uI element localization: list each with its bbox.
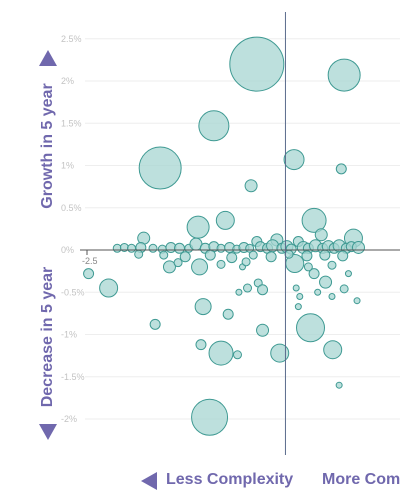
bubble-point xyxy=(353,297,361,305)
bubble-point xyxy=(134,249,144,259)
bubble-point xyxy=(327,260,337,270)
y-tick-label: 0% xyxy=(61,245,74,255)
y-tick-label: 2% xyxy=(61,76,74,86)
y-tick-label: -1.5% xyxy=(61,372,85,382)
bubble-point xyxy=(232,350,242,360)
bubble-point xyxy=(191,398,229,436)
bubble-point xyxy=(216,259,226,269)
x-tick-label: -2.5 xyxy=(82,256,98,266)
bubble-point xyxy=(351,240,365,254)
bubble-point xyxy=(243,283,253,293)
bubble-point xyxy=(328,292,336,300)
bubble-point xyxy=(204,249,216,261)
tick-labels: 2.5% 2% 1.5% 1% 0.5% 0% -0.5% -1% -1.5% -2% -2.5 xyxy=(61,34,98,424)
y-tick-label: 0.5% xyxy=(61,203,82,213)
y-tick-label: 1% xyxy=(61,161,74,171)
bubble-point xyxy=(270,343,290,363)
bubble-point xyxy=(248,250,258,260)
bubble-point xyxy=(162,260,176,274)
y-tick-label: -0.5% xyxy=(61,287,85,297)
arrow-down-icon xyxy=(39,424,57,440)
bubble-point xyxy=(216,243,226,253)
bubble-point xyxy=(308,268,320,280)
bubble-point xyxy=(296,313,326,343)
bubble-point xyxy=(149,318,161,330)
bubble-point xyxy=(337,250,349,262)
bubble-point xyxy=(198,110,230,142)
bubble-point xyxy=(314,288,322,296)
bubble-point xyxy=(226,252,238,264)
bubble-point xyxy=(191,258,209,276)
bubble-point xyxy=(148,243,158,253)
bubble-point xyxy=(335,163,347,175)
bubble-point xyxy=(194,298,212,316)
bubble-point xyxy=(208,340,234,366)
bubble-point xyxy=(335,381,343,389)
bubble-point xyxy=(241,257,251,267)
bubble-point xyxy=(222,308,234,320)
bubble-point xyxy=(283,149,305,171)
bubble-point xyxy=(257,284,269,296)
bubble-point xyxy=(284,249,294,259)
arrow-left-icon xyxy=(141,472,157,490)
bubble-point xyxy=(179,251,191,263)
bubble-point xyxy=(301,250,313,262)
bubble-point xyxy=(303,262,313,272)
bubble-point xyxy=(265,251,277,263)
bubble-point xyxy=(244,179,258,193)
bubble-point xyxy=(327,58,361,92)
bubble-point xyxy=(138,146,182,190)
y-tick-label: -1% xyxy=(61,330,77,340)
bubble-point xyxy=(195,339,207,351)
arrow-up-icon xyxy=(39,50,57,66)
bubble-point xyxy=(296,292,304,300)
bubble-point xyxy=(186,215,210,239)
less-complexity-label: Less Complexity xyxy=(166,471,294,488)
axes xyxy=(80,12,400,455)
bubble-point xyxy=(344,270,352,278)
bubble-point xyxy=(323,340,343,360)
more-complexity-label: More Complexity xyxy=(322,471,400,488)
bubble-point xyxy=(256,323,270,337)
bubble-point xyxy=(215,210,235,230)
bubble-point xyxy=(235,288,243,296)
y-tick-label: 2.5% xyxy=(61,34,82,44)
bubbles xyxy=(83,36,365,436)
bubble-point xyxy=(159,250,169,260)
bubble-point xyxy=(127,243,137,253)
bubble-point xyxy=(83,268,95,280)
bubble-point xyxy=(314,228,328,242)
bubble-point xyxy=(294,303,302,311)
bubble-point xyxy=(99,278,119,298)
growth-axis-label: Growth in 5 year xyxy=(39,83,56,209)
decrease-axis-label: Decrease in 5 year xyxy=(39,266,56,408)
bubble-point xyxy=(229,36,285,92)
bubble-point xyxy=(292,284,300,292)
bubble-point xyxy=(339,284,349,294)
y-tick-label: 1.5% xyxy=(61,118,82,128)
bubble-point xyxy=(319,249,331,261)
bubble-point xyxy=(301,207,327,233)
y-tick-label: -2% xyxy=(61,414,77,424)
grid-lines xyxy=(85,38,400,420)
bubble-point xyxy=(173,258,183,268)
bubble-point xyxy=(319,275,333,289)
